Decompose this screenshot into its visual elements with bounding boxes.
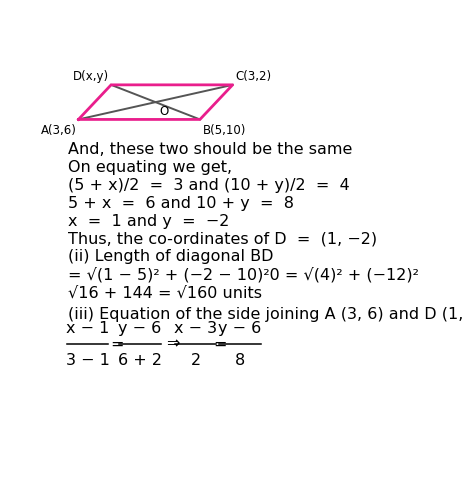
Text: x  =  1 and y  =  −2: x = 1 and y = −2 bbox=[67, 214, 229, 229]
Text: 6 + 2: 6 + 2 bbox=[118, 353, 162, 368]
Text: C(3,2): C(3,2) bbox=[235, 70, 271, 83]
Text: =: = bbox=[110, 337, 123, 352]
Text: x − 1: x − 1 bbox=[66, 321, 109, 336]
Text: y − 6: y − 6 bbox=[218, 321, 262, 336]
Text: 3 − 1: 3 − 1 bbox=[66, 353, 110, 368]
Text: (5 + x)/2  =  3 and (10 + y)/2  =  4: (5 + x)/2 = 3 and (10 + y)/2 = 4 bbox=[67, 178, 349, 193]
Text: B(5,10): B(5,10) bbox=[203, 124, 246, 137]
Text: O: O bbox=[159, 105, 168, 118]
Text: (ii) Length of diagonal BD: (ii) Length of diagonal BD bbox=[67, 250, 273, 264]
Text: A(3,6): A(3,6) bbox=[41, 124, 77, 137]
Text: D(x,y): D(x,y) bbox=[73, 70, 110, 83]
Text: y − 6: y − 6 bbox=[118, 321, 162, 336]
Text: =: = bbox=[213, 337, 227, 352]
Text: (iii) Equation of the side joining A (3, 6) and D (1, −2) is given by: (iii) Equation of the side joining A (3,… bbox=[67, 307, 468, 322]
Text: = √(1 − 5)² + (−2 − 10)²0 = √(4)² + (−12)²: = √(1 − 5)² + (−2 − 10)²0 = √(4)² + (−12… bbox=[67, 267, 418, 283]
Text: On equating we get,: On equating we get, bbox=[67, 160, 232, 175]
Text: 8: 8 bbox=[235, 353, 245, 368]
Text: x − 3: x − 3 bbox=[174, 321, 217, 336]
Text: Thus, the co-ordinates of D  =  (1, −2): Thus, the co-ordinates of D = (1, −2) bbox=[67, 232, 377, 247]
Text: √16 + 144 = √160 units: √16 + 144 = √160 units bbox=[67, 285, 262, 300]
Text: ⇒: ⇒ bbox=[166, 337, 179, 352]
Text: 2: 2 bbox=[190, 353, 201, 368]
Text: 5 + x  =  6 and 10 + y  =  8: 5 + x = 6 and 10 + y = 8 bbox=[67, 196, 293, 211]
Text: And, these two should be the same: And, these two should be the same bbox=[67, 143, 352, 158]
